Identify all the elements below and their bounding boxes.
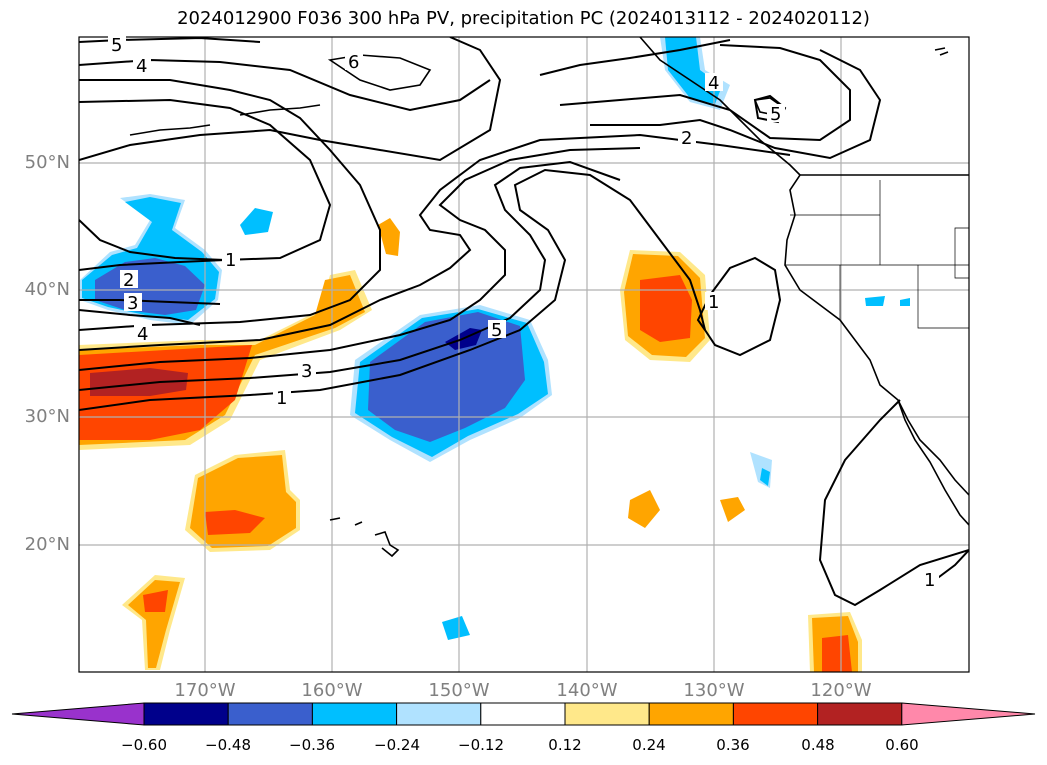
lon-label-160w: 160°W (301, 680, 363, 701)
colorbar-tick-label: −0.24 (374, 736, 420, 754)
map-frame (78, 36, 970, 673)
contour-label: 6 (348, 52, 359, 73)
colorbar-tick-label: −0.60 (121, 736, 167, 754)
lon-label-150w: 150°W (428, 680, 490, 701)
contour-label: 1 (708, 292, 719, 313)
positive-precip-central (185, 450, 300, 552)
colorbar-tick-label: 0.12 (548, 736, 582, 754)
positive-precip-small-cells (122, 218, 862, 672)
pv-contours (79, 37, 969, 607)
state-borders (785, 174, 969, 329)
lon-label-140w: 140°W (556, 680, 618, 701)
contour-label: 5 (770, 104, 781, 125)
lat-label-40n: 40°N (24, 279, 70, 300)
contour-label: 1 (276, 388, 287, 409)
contour-label: 4 (136, 56, 147, 77)
colorbar-tick-label: −0.36 (289, 736, 335, 754)
colorbar-tick-label: 0.36 (716, 736, 750, 754)
contour-label: 2 (123, 270, 134, 291)
lat-label-50n: 50°N (24, 152, 70, 173)
contour-label: 4 (137, 324, 148, 345)
colorbar (11, 702, 1036, 726)
colorbar-extend-low (11, 702, 145, 726)
map-title: 2024012900 F036 300 hPa PV, precipitatio… (177, 8, 870, 29)
lat-label-30n: 30°N (24, 406, 70, 427)
lon-label-120w: 120°W (810, 680, 872, 701)
contour-label: 2 (681, 128, 692, 149)
colorbar-tick-label: −0.12 (458, 736, 504, 754)
lon-label-170w: 170°W (174, 680, 236, 701)
colorbar-tick-label: 0.48 (801, 736, 835, 754)
contour-label-group: 5 4 6 4 5 2 1 2 3 4 5 3 1 1 1 (108, 35, 939, 591)
contour-label: 5 (111, 35, 122, 56)
lat-label-20n: 20°N (24, 534, 70, 555)
lon-label-130w: 130°W (683, 680, 745, 701)
positive-precip-near-coast (620, 250, 710, 362)
colorbar-tick-label: 0.24 (632, 736, 666, 754)
colorbar-tick-label: −0.48 (205, 736, 251, 754)
contour-label: 5 (491, 320, 502, 341)
colorbar-tick-label: 0.60 (885, 736, 919, 754)
contour-label: 3 (301, 361, 312, 382)
contour-label: 4 (708, 73, 719, 94)
contour-label: 1 (924, 570, 935, 591)
contour-label: 1 (225, 250, 236, 271)
contour-label: 3 (127, 293, 138, 314)
colorbar-extend-high (901, 702, 1036, 726)
